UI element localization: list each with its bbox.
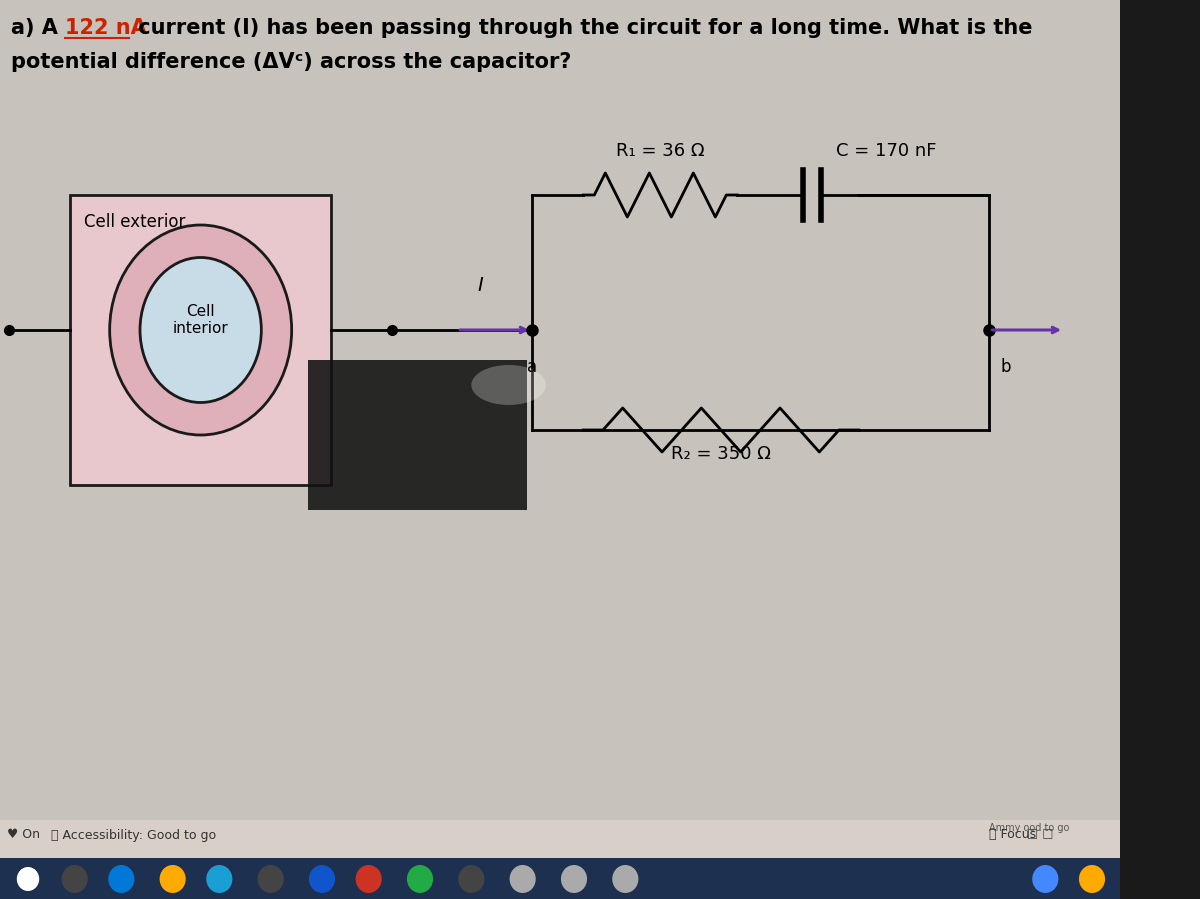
Circle shape	[206, 865, 233, 893]
Circle shape	[612, 865, 638, 893]
Text: Cell
interior: Cell interior	[173, 304, 228, 336]
Text: 122 nA: 122 nA	[65, 18, 148, 38]
Text: R₂ = 350 Ω: R₂ = 350 Ω	[671, 445, 770, 463]
Circle shape	[160, 865, 186, 893]
Text: Cell exterior: Cell exterior	[84, 213, 185, 231]
Bar	[0, 858, 1120, 899]
Circle shape	[510, 865, 535, 893]
Circle shape	[560, 865, 587, 893]
Text: ☐ ☐: ☐ ☐	[1027, 829, 1054, 841]
Text: 🖼 Focus: 🖼 Focus	[989, 829, 1037, 841]
Bar	[70, 195, 331, 485]
Text: a) A: a) A	[11, 18, 65, 38]
Ellipse shape	[140, 257, 262, 403]
Text: current (I) has been passing through the circuit for a long time. What is the: current (I) has been passing through the…	[131, 18, 1032, 38]
Circle shape	[108, 865, 134, 893]
Circle shape	[17, 867, 40, 891]
Ellipse shape	[472, 365, 546, 405]
Text: b: b	[1001, 358, 1012, 376]
Text: I: I	[478, 276, 484, 295]
Text: potential difference (ΔVᶜ) across the capacitor?: potential difference (ΔVᶜ) across the ca…	[11, 52, 571, 72]
Circle shape	[1032, 865, 1058, 893]
Bar	[308, 360, 527, 510]
Ellipse shape	[109, 225, 292, 435]
Circle shape	[458, 865, 485, 893]
Circle shape	[258, 865, 283, 893]
Bar	[0, 820, 1120, 860]
Text: 🔄 Accessibility: Good to go: 🔄 Accessibility: Good to go	[52, 829, 216, 841]
Circle shape	[407, 865, 433, 893]
Text: R₁ = 36 Ω: R₁ = 36 Ω	[616, 142, 704, 160]
Circle shape	[61, 865, 88, 893]
Circle shape	[355, 865, 382, 893]
Circle shape	[308, 865, 335, 893]
Text: ♥ On: ♥ On	[7, 829, 41, 841]
Circle shape	[1079, 865, 1105, 893]
Text: Ammy ood to go: Ammy ood to go	[989, 823, 1069, 833]
Text: a: a	[527, 358, 538, 376]
Text: C = 170 nF: C = 170 nF	[836, 142, 937, 160]
